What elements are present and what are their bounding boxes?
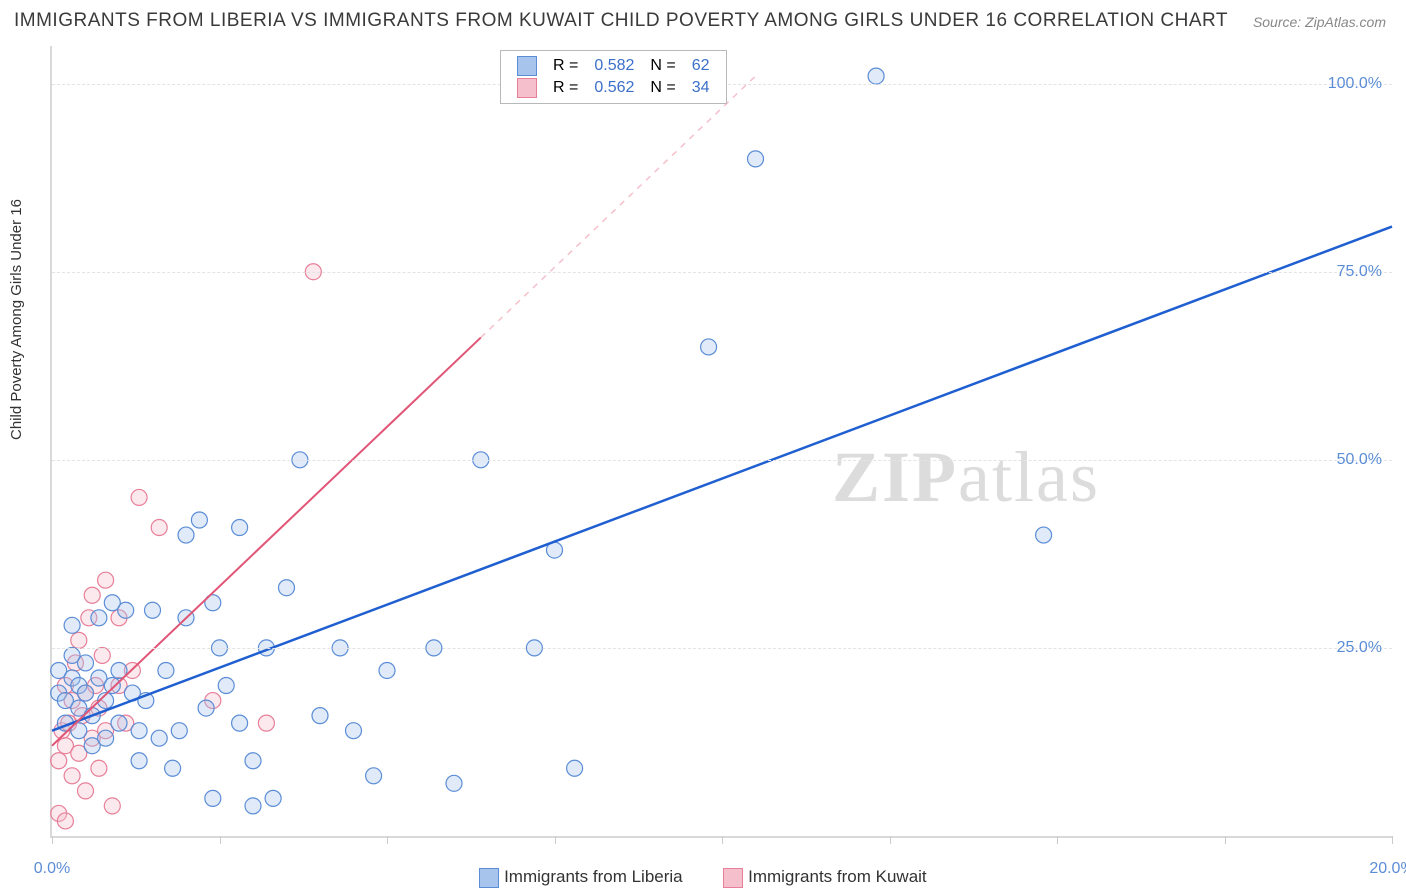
x-tick [52,836,53,844]
swatch-liberia [479,868,499,888]
n-value-liberia: 62 [684,55,718,77]
source-attribution: Source: ZipAtlas.com [1253,14,1386,30]
x-tick [1225,836,1226,844]
kuwait-point [57,813,73,829]
plot-area: ZIPatlas 25.0%50.0%75.0%100.0%0.0%20.0% [50,46,1392,838]
kuwait-point [91,760,107,776]
n-label: N = [642,77,683,99]
kuwait-point [51,753,67,769]
r-value-kuwait: 0.562 [586,77,642,99]
y-tick-label: 75.0% [1337,263,1382,281]
y-tick-label: 100.0% [1328,75,1382,93]
liberia-point [232,520,248,536]
liberia-point [218,678,234,694]
liberia-point [366,768,382,784]
liberia-point [178,527,194,543]
r-value-liberia: 0.582 [586,55,642,77]
legend-item-kuwait: Immigrants from Kuwait [723,867,926,888]
kuwait-point [94,647,110,663]
kuwait-point [71,632,87,648]
liberia-point [265,790,281,806]
liberia-point [379,662,395,678]
y-tick-label: 25.0% [1337,639,1382,657]
kuwait-point [151,520,167,536]
liberia-point [131,753,147,769]
liberia-point [111,715,127,731]
r-label: R = [545,55,586,77]
swatch-kuwait [723,868,743,888]
x-tick [890,836,891,844]
liberia-point [131,723,147,739]
legend-item-liberia: Immigrants from Liberia [479,867,682,888]
gridline [52,460,1392,461]
liberia-point [446,775,462,791]
n-label: N = [642,55,683,77]
gridline [52,272,1392,273]
x-tick [555,836,556,844]
liberia-point [171,723,187,739]
trendline-kuwait [52,338,481,746]
legend-row-liberia: R = 0.582 N = 62 [509,55,718,77]
y-axis-label: Child Poverty Among Girls Under 16 [8,199,25,440]
x-tick [1392,836,1393,844]
chart-svg [52,46,1392,836]
liberia-point [145,602,161,618]
liberia-point [1036,527,1052,543]
n-value-kuwait: 34 [684,77,718,99]
liberia-point [748,151,764,167]
liberia-point [245,753,261,769]
liberia-point [104,678,120,694]
liberia-point [567,760,583,776]
kuwait-point [64,768,80,784]
liberia-point [118,602,134,618]
swatch-kuwait [517,78,537,98]
liberia-point [151,730,167,746]
kuwait-point [258,715,274,731]
kuwait-point [104,798,120,814]
chart-title: IMMIGRANTS FROM LIBERIA VS IMMIGRANTS FR… [14,10,1228,32]
liberia-point [158,662,174,678]
liberia-point [205,790,221,806]
x-tick [722,836,723,844]
kuwait-point [131,489,147,505]
liberia-point [165,760,181,776]
liberia-point [198,700,214,716]
liberia-point [64,617,80,633]
liberia-point [245,798,261,814]
liberia-point [91,610,107,626]
r-label: R = [545,77,586,99]
x-tick [1057,836,1058,844]
trendline-kuwait-dashed [481,76,756,337]
y-tick-label: 50.0% [1337,451,1382,469]
kuwait-point [84,587,100,603]
series-legend: Immigrants from Liberia Immigrants from … [0,867,1406,888]
x-tick [220,836,221,844]
liberia-point [868,68,884,84]
liberia-point [78,655,94,671]
swatch-liberia [517,56,537,76]
kuwait-point [98,572,114,588]
liberia-point [98,730,114,746]
trendline-liberia [52,227,1392,731]
liberia-point [701,339,717,355]
liberia-point [346,723,362,739]
x-tick [387,836,388,844]
legend-label-liberia: Immigrants from Liberia [504,867,683,886]
kuwait-point [78,783,94,799]
liberia-point [232,715,248,731]
liberia-point [78,685,94,701]
liberia-point [191,512,207,528]
liberia-point [279,580,295,596]
legend-row-kuwait: R = 0.562 N = 34 [509,77,718,99]
legend-label-kuwait: Immigrants from Kuwait [748,867,927,886]
liberia-point [312,708,328,724]
correlation-legend: R = 0.582 N = 62 R = 0.562 N = 34 [500,50,727,104]
gridline [52,648,1392,649]
